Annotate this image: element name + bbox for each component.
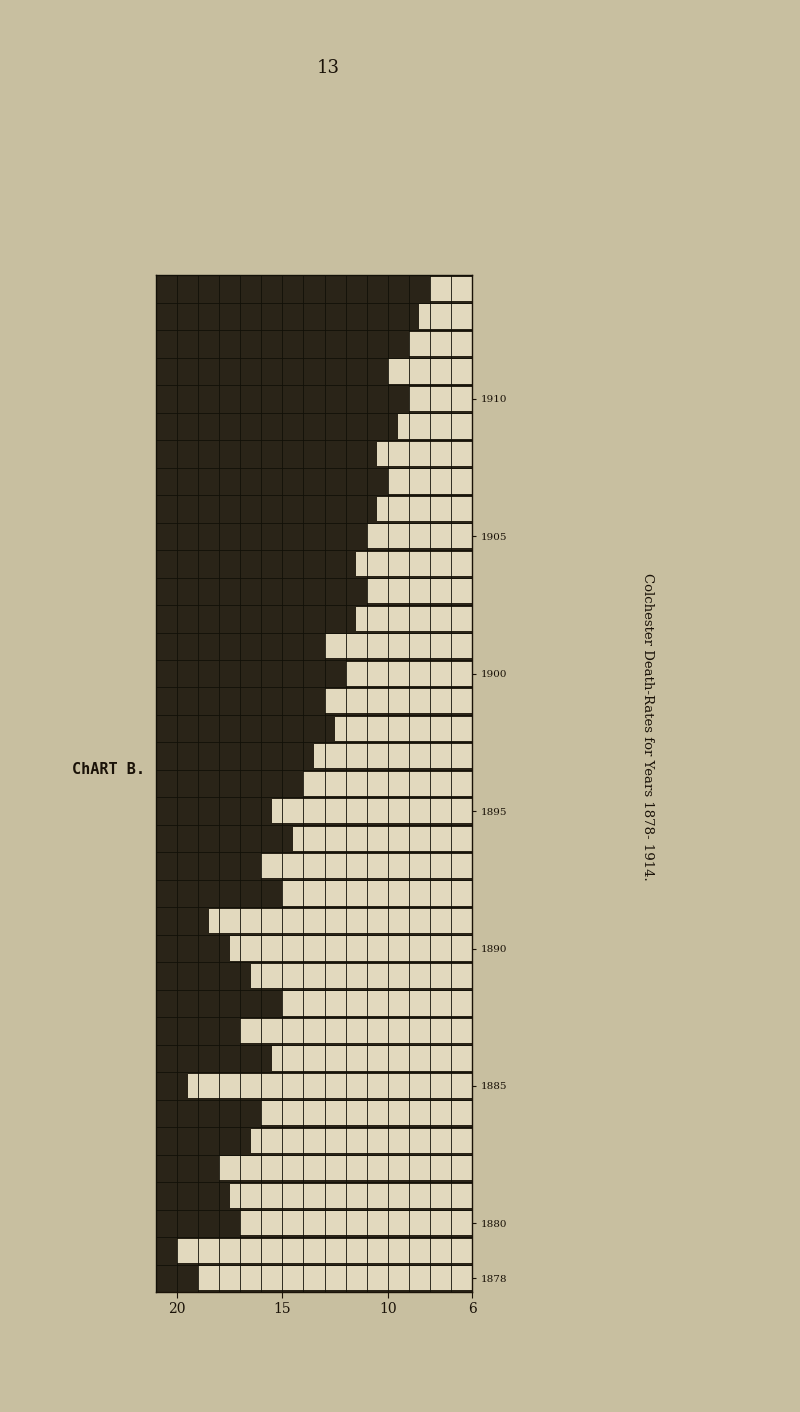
Bar (282, 991, 472, 1015)
Bar (335, 717, 472, 741)
Bar (303, 771, 472, 796)
Bar (314, 744, 472, 768)
Bar (409, 387, 472, 411)
Bar (388, 360, 472, 384)
Bar (282, 881, 472, 905)
Bar (293, 826, 472, 850)
Bar (346, 662, 472, 686)
Bar (325, 689, 472, 713)
Bar (240, 1211, 472, 1236)
Bar (262, 854, 472, 878)
Bar (209, 909, 472, 933)
Bar (366, 524, 472, 548)
Bar (378, 442, 472, 466)
Bar (398, 414, 472, 439)
Bar (430, 277, 472, 301)
Text: 13: 13 (317, 59, 339, 78)
Bar (262, 1101, 472, 1125)
Bar (230, 936, 472, 960)
Bar (409, 332, 472, 356)
Bar (219, 1156, 472, 1180)
Bar (177, 1238, 472, 1262)
Bar (198, 1267, 472, 1291)
Bar (325, 634, 472, 658)
Bar (366, 579, 472, 603)
Text: Colchester Death-Rates for Years 1878- 1914.: Colchester Death-Rates for Years 1878- 1… (642, 573, 654, 881)
Bar (356, 552, 472, 576)
Bar (388, 469, 472, 494)
Bar (251, 964, 472, 988)
Bar (356, 607, 472, 631)
Bar (272, 1046, 472, 1070)
Bar (419, 305, 472, 329)
Bar (240, 1019, 472, 1043)
Bar (272, 799, 472, 823)
Bar (188, 1073, 472, 1099)
Bar (251, 1128, 472, 1154)
Bar (378, 497, 472, 521)
Text: ChART B.: ChART B. (72, 762, 145, 777)
Bar (230, 1183, 472, 1207)
